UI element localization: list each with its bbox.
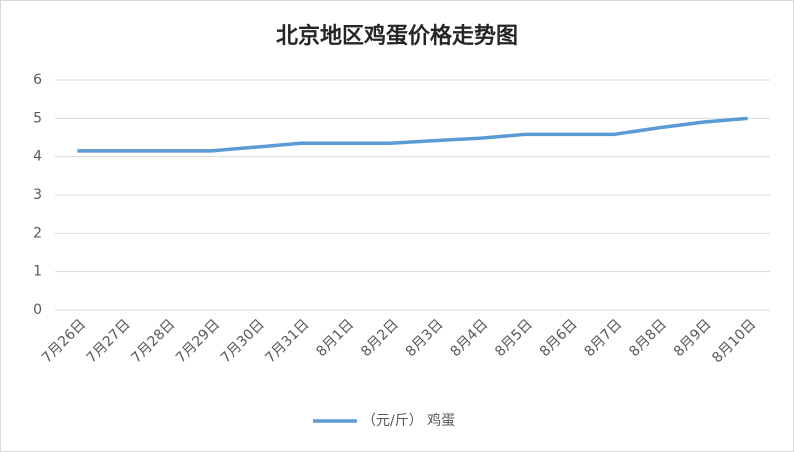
legend-label: （元/斤） 鸡蛋	[362, 412, 455, 429]
y-tick-label: 2	[33, 225, 42, 241]
y-tick-label: 5	[33, 110, 42, 126]
y-tick-label: 6	[33, 72, 42, 88]
data-line	[77, 116, 748, 153]
y-tick-label: 3	[33, 187, 42, 203]
y-tick-label: 4	[33, 149, 42, 165]
y-tick-label: 1	[33, 264, 42, 280]
chart-title: 北京地区鸡蛋价格走势图	[276, 23, 518, 49]
y-tick-label: 0	[33, 302, 42, 318]
